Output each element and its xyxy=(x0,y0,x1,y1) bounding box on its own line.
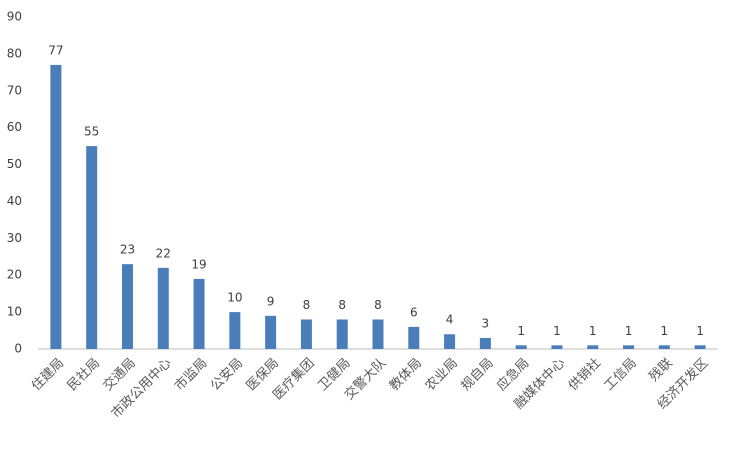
data-label: 77 xyxy=(48,43,63,57)
data-label: 1 xyxy=(589,324,597,338)
data-label: 23 xyxy=(120,243,135,257)
x-tick-label: 残联 xyxy=(647,356,676,385)
bar xyxy=(408,326,420,349)
bar xyxy=(121,264,133,349)
data-label: 1 xyxy=(696,324,704,338)
x-tick-label: 供销社 xyxy=(565,355,604,394)
x-tick-label: 民社局 xyxy=(64,355,103,394)
bar xyxy=(515,345,527,349)
bar xyxy=(300,319,312,349)
data-label: 1 xyxy=(660,324,668,338)
data-label: 1 xyxy=(553,324,561,338)
x-tick-label: 农业局 xyxy=(423,356,461,394)
y-tick-label: 70 xyxy=(7,83,22,97)
y-tick-label: 40 xyxy=(7,194,22,208)
bar xyxy=(193,278,205,349)
bar xyxy=(229,312,241,349)
data-label: 8 xyxy=(374,298,382,312)
y-tick-label: 60 xyxy=(7,120,22,134)
y-tick-label: 0 xyxy=(14,342,22,356)
x-tick-label: 工信局 xyxy=(602,356,640,394)
bar xyxy=(336,319,348,349)
data-label: 8 xyxy=(303,298,311,312)
bar xyxy=(479,337,491,349)
bar xyxy=(587,345,599,349)
bar xyxy=(265,315,277,349)
y-tick-label: 20 xyxy=(7,268,22,282)
data-label: 19 xyxy=(191,257,206,271)
data-label: 6 xyxy=(410,305,418,319)
y-tick-label: 30 xyxy=(7,231,22,245)
x-tick-label: 住建局 xyxy=(29,356,67,394)
data-label: 4 xyxy=(446,313,454,327)
data-label: 9 xyxy=(267,294,275,308)
bar xyxy=(444,334,456,349)
data-label: 8 xyxy=(338,298,346,312)
bar xyxy=(157,267,169,349)
bar xyxy=(694,345,706,349)
data-label: 10 xyxy=(227,291,242,305)
bar xyxy=(50,64,62,349)
data-label: 22 xyxy=(156,246,171,260)
y-tick-label: 50 xyxy=(7,157,22,171)
x-tick-label: 教体局 xyxy=(386,355,425,394)
y-tick-label: 10 xyxy=(7,305,22,319)
data-label: 1 xyxy=(625,324,633,338)
y-tick-label: 90 xyxy=(7,10,22,24)
bar xyxy=(551,345,563,349)
bar xyxy=(658,345,670,349)
x-tick-label: 市监局 xyxy=(171,355,210,394)
data-label: 3 xyxy=(482,316,490,330)
bar xyxy=(372,319,384,349)
y-tick-label: 80 xyxy=(7,46,22,60)
x-tick-label: 公安局 xyxy=(208,356,246,394)
x-tick-label: 规自局 xyxy=(458,356,496,394)
bar xyxy=(623,345,635,349)
data-label: 1 xyxy=(517,324,525,338)
bar xyxy=(86,146,98,349)
data-label: 55 xyxy=(84,125,99,139)
